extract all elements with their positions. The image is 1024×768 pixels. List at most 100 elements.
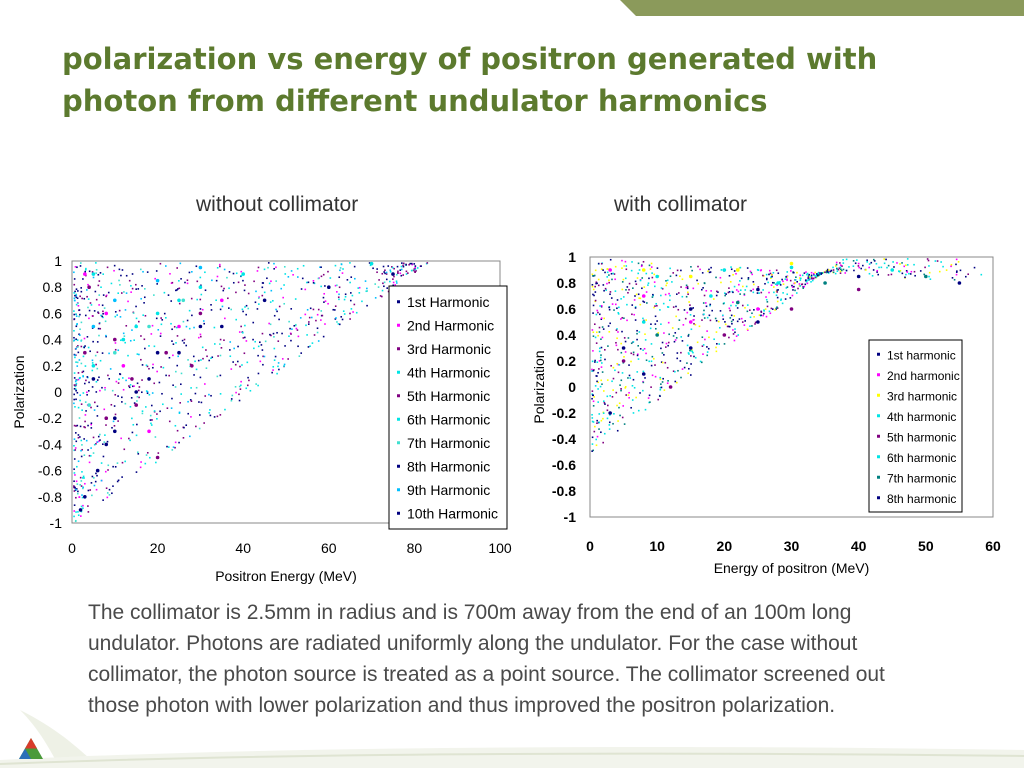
scatter-dot [132, 423, 135, 426]
scatter-dot [153, 410, 156, 412]
scatter-dot [708, 336, 710, 339]
legend-marker [877, 373, 880, 377]
series-point [655, 274, 659, 279]
scatter-dot [923, 273, 926, 276]
scatter-dot [266, 277, 268, 280]
scatter-dot [337, 296, 340, 299]
scatter-dot [967, 273, 969, 276]
scatter-dot [744, 289, 747, 291]
scatter-dot [636, 354, 639, 357]
scatter-dot [339, 269, 341, 272]
scatter-dot [405, 264, 407, 266]
scatter-dot [648, 277, 650, 280]
scatter-dot [124, 341, 126, 344]
scatter-dot [324, 285, 326, 287]
scatter-dot [324, 300, 327, 302]
scatter-dot [106, 440, 109, 443]
scatter-dot [141, 364, 144, 366]
scatter-dot [159, 332, 162, 335]
scatter-dot [176, 429, 179, 432]
scatter-dot [718, 343, 720, 345]
scatter-dot [819, 273, 821, 276]
scatter-dot [168, 356, 171, 359]
scatter-dot [140, 297, 142, 300]
scatter-dot [650, 386, 652, 388]
scatter-dot [79, 476, 82, 479]
scatter-dot [74, 447, 77, 449]
scatter-dot [320, 275, 323, 278]
scatter-dot [244, 336, 246, 339]
series-point [134, 324, 138, 329]
scatter-dot [86, 295, 88, 298]
scatter-dot [73, 377, 76, 379]
scatter-dot [771, 273, 773, 276]
scatter-dot [86, 376, 89, 378]
scatter-dot [732, 273, 734, 276]
scatter-dot [281, 358, 284, 360]
scatter-dot [340, 316, 343, 318]
scatter-dot [298, 355, 301, 357]
scatter-dot [130, 284, 132, 287]
scatter-dot [601, 383, 603, 385]
scatter-dot [400, 274, 403, 277]
scatter-dot [606, 271, 609, 274]
scatter-dot [801, 283, 804, 285]
scatter-dot [642, 381, 645, 384]
scatter-dot [145, 390, 148, 392]
scatter-dot [610, 272, 613, 275]
scatter-dot [746, 328, 749, 331]
scatter-dot [973, 266, 976, 269]
series-point [655, 333, 659, 337]
scatter-dot [350, 276, 353, 278]
scatter-dot [172, 446, 175, 448]
scatter-dot [350, 292, 352, 294]
scatter-dot [82, 504, 84, 507]
scatter-dot [77, 290, 79, 292]
series-point [735, 268, 740, 272]
scatter-dot [255, 290, 257, 293]
scatter-dot [110, 282, 113, 285]
scatter-dot [592, 293, 594, 296]
scatter-dot [679, 360, 682, 362]
scatter-dot [79, 399, 81, 402]
scatter-dot [665, 346, 667, 348]
scatter-dot [238, 385, 241, 388]
scatter-dot [130, 291, 132, 293]
scatter-dot [381, 289, 384, 292]
scatter-dot [88, 309, 91, 312]
series-point [789, 261, 794, 266]
scatter-dot [628, 391, 630, 394]
scatter-dot [257, 297, 260, 299]
scatter-dot [758, 292, 760, 294]
scatter-dot [88, 270, 91, 273]
series-point [134, 403, 138, 407]
scatter-dot [165, 265, 167, 267]
scatter-dot [81, 477, 84, 479]
scatter-dot [79, 483, 82, 486]
scatter-dot [694, 356, 697, 359]
scatter-dot [97, 327, 100, 330]
scatter-dot [240, 270, 243, 273]
scatter-dot [725, 293, 727, 295]
scatter-dot [751, 325, 753, 327]
scatter-dot [690, 363, 692, 365]
series-point [709, 294, 713, 298]
scatter-dot [121, 269, 124, 271]
scatter-dot [633, 299, 636, 301]
scatter-dot [651, 374, 654, 377]
scatter-dot [648, 360, 650, 363]
scatter-dot [593, 294, 595, 297]
scatter-dot [238, 331, 241, 333]
scatter-dot [93, 409, 96, 411]
scatter-dot [136, 423, 138, 426]
scatter-dot [773, 282, 775, 284]
scatter-dot [606, 395, 609, 398]
scatter-dot [200, 293, 203, 296]
scatter-dot [160, 317, 162, 319]
scatter-dot [734, 328, 736, 330]
scatter-dot [857, 262, 860, 265]
scatter-dot [636, 371, 639, 373]
scatter-dot [158, 381, 161, 384]
scatter-dot [953, 278, 956, 281]
